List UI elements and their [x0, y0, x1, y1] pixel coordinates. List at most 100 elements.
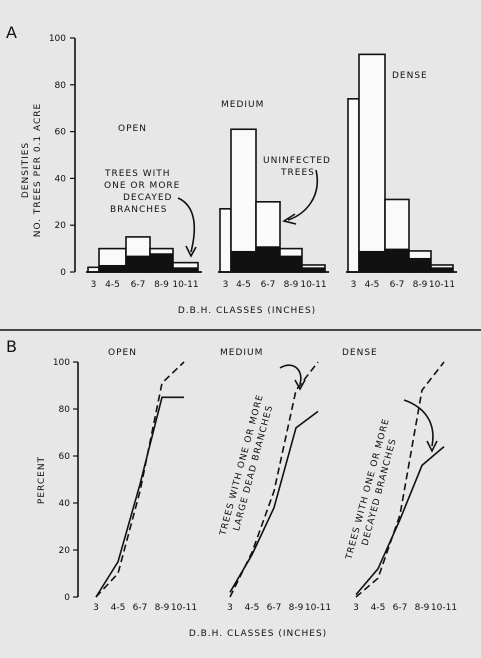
x-tick-label: 4-5 [365, 280, 380, 290]
annotation-uninfected: UNINFECTED TREES [263, 156, 331, 178]
x-tick-label: 4-5 [111, 603, 126, 613]
panel-a-xlabel: D.B.H. CLASSES (INCHES) [178, 306, 316, 316]
annotation-uninfected-line2: TREES [280, 168, 315, 178]
y-tick-label: 60 [59, 452, 71, 462]
panel-b-lines [95, 361, 445, 598]
x-tick-label: 10-11 [429, 280, 455, 290]
x-tick-label: 6-7 [390, 280, 405, 290]
arrow-decayed [177, 197, 196, 253]
annotation-uninfected-line1: UNINFECTED [263, 156, 331, 166]
bar-total [230, 128, 257, 273]
bar-decayed [409, 257, 431, 272]
bar-total [219, 208, 232, 273]
y-tick-label: 60 [55, 128, 67, 138]
panel-a-x-ticks: 3 4-5 6-7 8-9 10-11 3 4-5 6-7 8-9 10-11 3 4-5 6-7 8-9… [91, 280, 455, 290]
x-tick-label: 3 [353, 603, 359, 613]
panel-a-ylabel: DENSITIES NO. TREES PER 0.1 ACRE [21, 103, 43, 238]
arrowhead-uninfected [281, 213, 297, 225]
x-tick-label: 4-5 [236, 280, 251, 290]
y-tick-label: 0 [64, 593, 70, 603]
x-tick-label: 3 [227, 603, 233, 613]
bar-decayed [385, 248, 409, 272]
x-tick-label: 8-9 [284, 280, 299, 290]
arrowhead-decayed [185, 245, 197, 258]
bar-decayed [302, 267, 325, 272]
bar-decayed [359, 250, 385, 272]
bar-decayed [173, 267, 198, 272]
x-tick-label: 3 [351, 280, 357, 290]
group-label-dense: DENSE [392, 71, 428, 81]
panel-a-label: A [6, 23, 17, 42]
bar-decayed [280, 255, 302, 272]
panel-b-group-label-open: OPEN [108, 348, 137, 358]
x-tick-label: 10-11 [171, 603, 197, 613]
bar-group-open [86, 236, 202, 273]
x-tick-label: 4-5 [371, 603, 386, 613]
series-line-solid [355, 445, 445, 596]
x-tick-label: 3 [223, 280, 229, 290]
x-tick-label: 8-9 [155, 603, 170, 613]
annotation-decayed-b: TREES WITH ONE OR MORE DECAYED BRANCHES [344, 417, 399, 561]
bar-total [358, 53, 386, 273]
x-tick-label: 10-11 [305, 603, 331, 613]
bar-decayed [256, 246, 280, 272]
series-line-dashed [355, 361, 445, 598]
bar-group-dense [346, 53, 457, 273]
bar-group-medium [218, 128, 329, 273]
arrow-decayed-b [403, 399, 434, 447]
x-tick-label: 6-7 [393, 603, 408, 613]
y-tick-label: 20 [55, 221, 67, 231]
y-tick-label: 40 [59, 499, 71, 509]
x-tick-label: 4-5 [105, 280, 120, 290]
bar-decayed [231, 250, 256, 272]
group-label-medium: MEDIUM [221, 100, 264, 110]
y-tick-label: 20 [59, 546, 71, 556]
x-tick-label: 6-7 [133, 603, 148, 613]
x-tick-label: 6-7 [261, 280, 276, 290]
line-group-medium [229, 361, 319, 598]
x-tick-label: 10-11 [431, 603, 457, 613]
panel-a-ylabel-line1: DENSITIES [21, 142, 31, 198]
x-tick-label: 8-9 [154, 280, 169, 290]
annotation-decayed-line4: BRANCHES [110, 205, 167, 215]
panel-a-bars [86, 53, 457, 273]
panel-a-ylabel-line2: NO. TREES PER 0.1 ACRE [33, 103, 43, 238]
x-tick-label: 10-11 [172, 280, 198, 290]
y-tick-label: 80 [59, 405, 71, 415]
annotation-decayed-line3: DECAYED [123, 193, 172, 203]
y-tick-label: 100 [53, 358, 70, 368]
annotation-decayed: TREES WITH ONE OR MORE DECAYED BRANCHES [104, 169, 180, 215]
group-label-open: OPEN [118, 124, 147, 134]
panel-b-xlabel: D.B.H. CLASSES (INCHES) [189, 629, 327, 639]
panel-b-label: B [6, 337, 17, 356]
y-tick-label: 40 [55, 174, 67, 184]
series-line-dashed [95, 361, 185, 598]
panel-b-group-label-medium: MEDIUM [220, 348, 263, 358]
panel-b-x-ticks: 3 4-5 6-7 8-9 10-11 3 4-5 6-7 8-9 10-11 3 4-5 6-7 8-9… [93, 603, 457, 613]
x-tick-label: 3 [91, 280, 97, 290]
bar-total [347, 98, 360, 273]
y-tick-label: 0 [60, 268, 66, 278]
series-line-solid [95, 396, 184, 598]
arrow-uninfected [287, 169, 319, 221]
arrowhead-large-dead [294, 379, 306, 391]
x-tick-label: 8-9 [415, 603, 430, 613]
x-tick-label: 8-9 [289, 603, 304, 613]
panel-a-y-ticks: 0 20 40 60 80 100 [49, 34, 75, 278]
bar-decayed [99, 264, 126, 272]
bar-decayed [431, 267, 453, 272]
bar-decayed [126, 255, 150, 272]
panel-b-y-ticks: 0 20 40 60 80 100 [53, 358, 78, 603]
x-tick-label: 3 [93, 603, 99, 613]
annotation-decayed-line2: ONE OR MORE [104, 181, 180, 191]
panel-b-group-label-dense: DENSE [342, 348, 378, 358]
x-tick-label: 6-7 [267, 603, 282, 613]
bar-decayed [150, 253, 173, 272]
x-tick-label: 4-5 [245, 603, 260, 613]
series-line-dashed [229, 361, 319, 598]
x-tick-label: 10-11 [300, 280, 326, 290]
line-group-dense [355, 361, 445, 598]
arrowhead-decayed-b [426, 440, 438, 453]
x-tick-label: 6-7 [131, 280, 146, 290]
